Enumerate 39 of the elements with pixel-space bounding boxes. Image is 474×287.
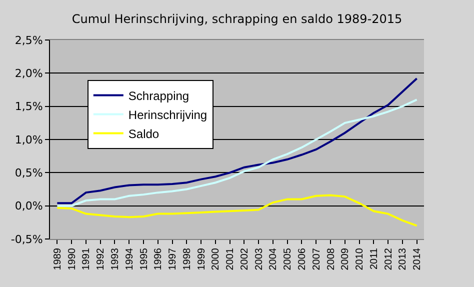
x-tick-label: 2001 xyxy=(225,248,236,270)
x-tick-label: 1989 xyxy=(52,248,64,270)
x-tick-label: 2011 xyxy=(368,248,380,270)
x-tick-label: 2012 xyxy=(383,248,394,270)
x-tick-label: 1997 xyxy=(168,248,179,270)
x-tick-label: 1999 xyxy=(196,248,208,270)
x-tick-label: 2005 xyxy=(282,248,294,270)
legend-label: Saldo xyxy=(128,126,160,141)
legend-label: Schrapping xyxy=(128,88,190,103)
x-tick-label: 1993 xyxy=(110,248,121,270)
x-tick-label: 1990 xyxy=(66,248,78,270)
x-tick-label: 1992 xyxy=(96,248,107,270)
y-tick-label: 0,5% xyxy=(14,166,43,180)
x-tick-label: 1991 xyxy=(81,248,92,270)
x-tick-label: 2009 xyxy=(340,248,352,270)
legend-label: Herinschrijving xyxy=(128,108,208,122)
line-series xyxy=(56,77,418,204)
x-tick-label: 2000 xyxy=(210,248,222,270)
x-tick-label: 1998 xyxy=(182,248,193,270)
y-tick-label: 2,5% xyxy=(14,34,43,47)
y-tick-label: 0,0% xyxy=(14,200,43,213)
y-tick-label: 2,0% xyxy=(14,67,43,80)
x-tick-label: 2013 xyxy=(398,248,409,270)
x-tick-label: 2003 xyxy=(254,248,265,270)
chart-title: Cumul Herinschrijving, schrapping en saldo 1989-2015 xyxy=(72,12,402,26)
x-tick-label: 1996 xyxy=(153,248,164,270)
x-tick-label: 2008 xyxy=(326,248,337,270)
line-series xyxy=(56,194,418,227)
y-tick-label: 1,0% xyxy=(14,133,43,146)
x-tick-label: 2004 xyxy=(268,248,280,270)
x-tick-label: 2002 xyxy=(239,248,250,270)
x-tick-label: 1994 xyxy=(124,248,136,270)
x-tick-label: 2014 xyxy=(412,248,424,270)
y-tick-label: 1,5% xyxy=(14,100,43,114)
x-tick-label: 1995 xyxy=(138,248,150,270)
y-tick-label: -0,5% xyxy=(10,232,43,246)
x-tick-label: 2007 xyxy=(311,248,322,270)
x-tick-label: 2006 xyxy=(296,248,308,270)
x-tick-label: 2010 xyxy=(354,248,366,270)
